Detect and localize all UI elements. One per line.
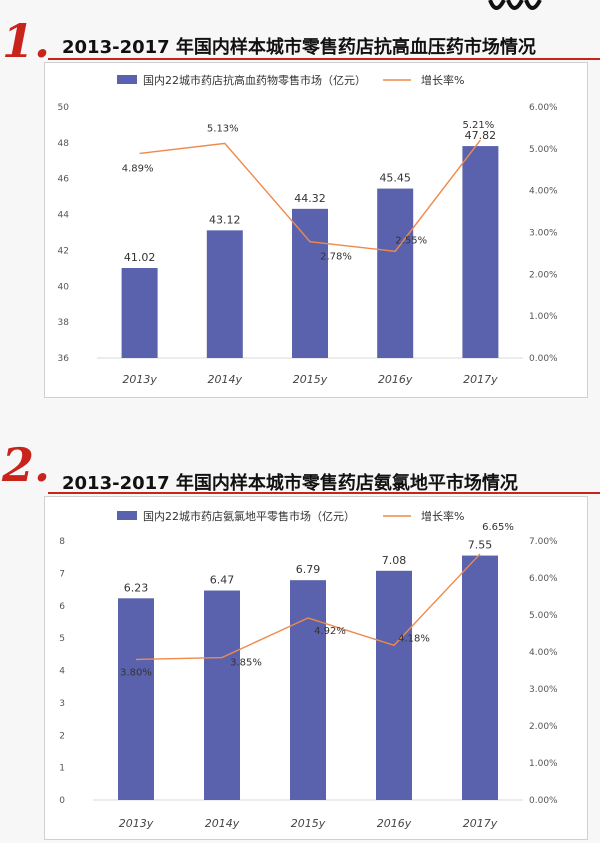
- combo-chart: 国内22城市药店氨氯地平零售市场（亿元） 增长率% 0 1 2 3 4 5 6 7 8 0.00% 1.…: [59, 509, 558, 830]
- section-number-badge: 1.: [2, 14, 51, 68]
- y-tick-label: 3: [59, 699, 65, 709]
- growth-rate-line: [135, 553, 481, 661]
- section-heading: 2013-2017 年国内样本城市零售药店氨氯地平市场情况: [62, 473, 518, 494]
- bar-value-label: 6.47: [210, 574, 235, 587]
- bar: [206, 230, 243, 358]
- y2-tick-label: 3.00%: [529, 229, 558, 239]
- chart-frame: 国内22城市药店氨氯地平零售市场（亿元） 增长率% 0 1 2 3 4 5 6 7 8 0.00% 1.…: [44, 496, 588, 840]
- heading-underline: [48, 492, 600, 494]
- bar-value-label: 7.08: [382, 554, 407, 567]
- y-tick-label: 5: [59, 634, 65, 644]
- bar-value-label: 47.82: [465, 129, 497, 142]
- y-tick-label: 40: [58, 282, 70, 292]
- heading-underline: [48, 58, 600, 60]
- bar: [376, 570, 412, 800]
- bar-value-label: 6.79: [296, 563, 321, 576]
- bar-value-label: 41.02: [124, 251, 156, 264]
- bar-value-label: 45.45: [379, 172, 411, 185]
- y2-tick-label: 6.00%: [529, 103, 558, 113]
- bar: [121, 267, 158, 358]
- legend-label-bar: 国内22城市药店氨氯地平零售市场（亿元）: [143, 509, 355, 523]
- bar-value-label: 6.23: [124, 581, 149, 594]
- y2-tick-label: 1.00%: [529, 312, 558, 322]
- line-value-label: 2.78%: [320, 252, 352, 263]
- bar: [292, 208, 328, 358]
- bar-value-label: 7.55: [468, 539, 493, 552]
- x-category-label: 2017y: [463, 817, 498, 830]
- line-value-label: 6.65%: [482, 522, 514, 533]
- y2-tick-label: 0.00%: [529, 354, 558, 364]
- y2-tick-label: 0.00%: [529, 796, 558, 806]
- section-heading: 2013-2017 年国内样本城市零售药店抗高血压药市场情况: [62, 37, 536, 58]
- line-value-label: 2.55%: [395, 235, 427, 246]
- y-tick-label: 50: [58, 103, 70, 113]
- y-tick-label: 2: [59, 731, 65, 741]
- y2-tick-label: 3.00%: [529, 685, 558, 695]
- legend-label-line: 增长率%: [421, 509, 464, 523]
- y-tick-label: 1: [59, 764, 65, 774]
- bar: [118, 598, 154, 800]
- y2-tick-label: 4.00%: [529, 187, 558, 197]
- line-value-label: 3.85%: [230, 658, 262, 669]
- x-category-label: 2015y: [293, 373, 328, 386]
- chart-frame: 国内22城市药店抗高血药物零售市场（亿元） 增长率% 36 38 40 42 44 46 48 5…: [44, 62, 588, 398]
- x-category-label: 2014y: [208, 373, 243, 386]
- section-2: 2. 2013-2017 年国内样本城市零售药店氨氯地平市场情况 国内22城市药…: [0, 430, 600, 843]
- bar-value-label: 43.12: [209, 213, 241, 226]
- y-tick-label: 36: [58, 354, 70, 364]
- y2-tick-label: 5.00%: [529, 145, 558, 155]
- y-tick-label: 4: [59, 667, 65, 677]
- y-tick-label: 38: [58, 318, 70, 328]
- y2-tick-label: 2.00%: [529, 270, 558, 280]
- legend-swatch-bar: [117, 511, 137, 520]
- section-number-badge: 2.: [2, 438, 51, 492]
- line-value-label: 4.18%: [398, 633, 430, 644]
- x-category-label: 2017y: [463, 373, 498, 386]
- y2-tick-label: 2.00%: [529, 722, 558, 732]
- section-1: 1. 2013-2017 年国内样本城市零售药店抗高血压药市场情况 国内22城市…: [0, 0, 600, 420]
- y-tick-label: 7: [59, 569, 65, 579]
- x-category-label: 2013y: [122, 373, 157, 386]
- line-value-label: 5.21%: [463, 120, 495, 131]
- y-tick-label: 8: [59, 537, 65, 547]
- line-value-label: 4.89%: [122, 163, 154, 174]
- y2-tick-label: 1.00%: [529, 759, 558, 769]
- y2-tick-label: 7.00%: [529, 537, 558, 547]
- y-tick-label: 46: [58, 175, 70, 185]
- bar: [462, 555, 498, 800]
- line-value-label: 3.80%: [120, 667, 152, 678]
- x-category-label: 2016y: [378, 373, 413, 386]
- y2-tick-label: 6.00%: [529, 574, 558, 584]
- bar-value-label: 44.32: [294, 192, 326, 205]
- x-category-label: 2013y: [119, 817, 154, 830]
- bar: [290, 580, 326, 800]
- x-category-label: 2014y: [205, 817, 240, 830]
- bar: [462, 146, 499, 358]
- line-value-label: 5.13%: [207, 123, 239, 134]
- y-tick-label: 48: [58, 139, 70, 149]
- y2-tick-label: 4.00%: [529, 648, 558, 658]
- x-category-label: 2016y: [377, 817, 412, 830]
- y-tick-label: 44: [58, 211, 70, 221]
- growth-rate-line: [139, 139, 481, 253]
- combo-chart: 国内22城市药店抗高血药物零售市场（亿元） 增长率% 36 38 40 42 44 46 48 5…: [58, 73, 558, 386]
- y-tick-label: 0: [59, 796, 65, 806]
- bar: [204, 590, 240, 800]
- line-value-label: 4.92%: [314, 626, 346, 637]
- bar: [377, 188, 414, 358]
- x-category-label: 2015y: [291, 817, 326, 830]
- decorative-ornament: [488, 0, 542, 10]
- legend-label-line: 增长率%: [421, 73, 464, 87]
- y-tick-label: 6: [59, 602, 65, 612]
- y2-tick-label: 5.00%: [529, 611, 558, 621]
- legend-label-bar: 国内22城市药店抗高血药物零售市场（亿元）: [143, 73, 366, 87]
- y-tick-label: 42: [58, 246, 69, 256]
- legend-swatch-bar: [117, 75, 137, 84]
